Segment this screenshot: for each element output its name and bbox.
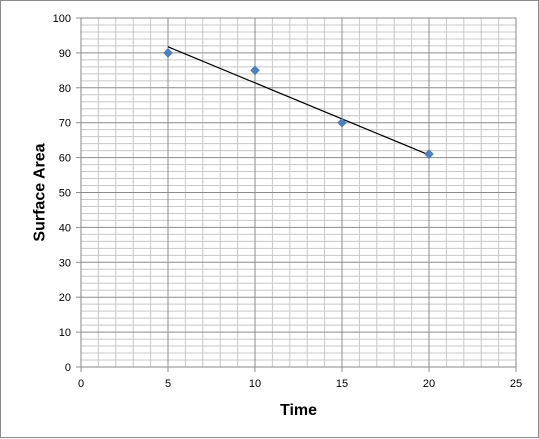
y-axis-title: Surface Area [32,143,49,241]
trendline [167,46,430,156]
y-tick-label: 0 [65,362,71,374]
y-tick-label: 10 [59,327,71,339]
y-tick-label: 90 [59,48,71,60]
data-points [163,48,434,159]
x-axis-title: Time [280,402,317,419]
x-tick-label: 15 [336,378,348,390]
data-point [424,149,434,159]
y-axis-ticks: 0 10 20 30 40 50 60 70 80 90 100 [53,13,81,374]
y-tick-label: 100 [53,13,71,25]
x-tick-label: 10 [249,378,261,390]
x-axis-ticks: 0 5 10 15 20 25 [78,367,522,390]
x-tick-label: 20 [423,378,435,390]
y-tick-label: 70 [59,118,71,130]
y-tick-label: 60 [59,153,71,165]
x-tick-label: 25 [510,378,522,390]
y-tick-label: 80 [59,83,71,95]
data-point [250,65,260,76]
x-tick-label: 0 [78,378,84,390]
major-gridlines [80,17,517,368]
data-point [337,117,347,128]
trendline-group [167,46,430,156]
y-tick-label: 20 [59,292,71,304]
data-point [163,48,173,58]
y-tick-label: 40 [59,222,71,234]
y-tick-label: 50 [59,188,71,200]
x-tick-label: 5 [165,378,171,390]
y-tick-label: 30 [59,257,71,269]
